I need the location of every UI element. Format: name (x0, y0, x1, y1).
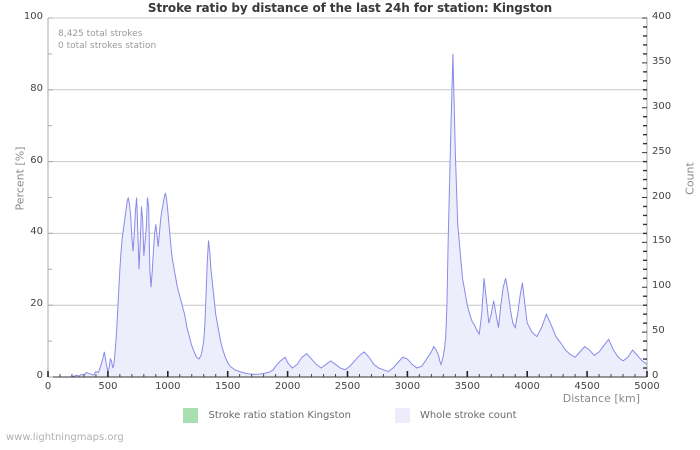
x-tick-label: 3500 (454, 381, 481, 392)
y-axis-left-title: Percent [%] (13, 146, 27, 211)
x-axis-title: Distance [km] (562, 392, 640, 405)
x-tick-label: 4000 (514, 381, 540, 392)
y-right-tick-label: 50 (652, 325, 665, 337)
footer-watermark: www.lightningmaps.org (6, 432, 124, 443)
legend-item[interactable]: Whole stroke count (394, 408, 517, 423)
legend: Stroke ratio station Kingston Whole strok… (0, 408, 700, 423)
y-right-tick-label: 100 (652, 280, 672, 292)
x-tick-label: 5000 (634, 381, 660, 392)
y-right-tick-label: 400 (652, 11, 672, 22)
y-left-tick-label: 100 (23, 11, 43, 22)
y-left-tick-label: 20 (30, 298, 43, 310)
y-left-tick-label: 40 (30, 226, 43, 238)
y-axis-right-title: Count (683, 162, 697, 195)
y-right-tick-label: 250 (652, 145, 672, 157)
x-tick-label: 2000 (274, 381, 301, 392)
x-tick-label: 1000 (155, 381, 181, 392)
x-tick-label: 4500 (574, 381, 600, 392)
annotation-line-2: 0 total strokes station (58, 41, 157, 51)
x-tick-label: 1500 (214, 381, 241, 392)
y-right-tick-label: 300 (652, 100, 672, 112)
page-title: Stroke ratio by distance of the last 24h… (147, 1, 553, 15)
legend-swatch (394, 408, 410, 423)
y-right-tick-label: 350 (652, 55, 672, 67)
x-tick-label: 2500 (334, 381, 361, 392)
y-right-tick-label: 150 (652, 235, 672, 247)
legend-label: Whole stroke count (419, 410, 517, 421)
x-tick-label: 0 (44, 381, 52, 392)
legend-swatch (183, 408, 199, 423)
legend-label: Stroke ratio station Kingston (208, 410, 351, 421)
x-tick-label: 3000 (394, 381, 421, 392)
area-fill-whole-stroke-count (48, 53, 647, 378)
annotation-line-1: 8,425 total strokes (58, 29, 143, 39)
whole-stroke-count-area (48, 53, 647, 378)
legend-item[interactable]: Stroke ratio station Kingston (183, 408, 351, 423)
chart-annotation: 8,425 total strokes 0 total strokes stati… (58, 28, 156, 52)
x-tick-label: 500 (98, 381, 118, 392)
y-left-tick-label: 80 (30, 82, 43, 94)
y-right-tick-label: 200 (652, 190, 672, 202)
tick-marks (47, 17, 648, 378)
y-left-tick-label: 60 (30, 154, 43, 166)
y-right-tick-label: 0 (652, 370, 659, 381)
y-left-tick-label: 0 (36, 370, 43, 381)
